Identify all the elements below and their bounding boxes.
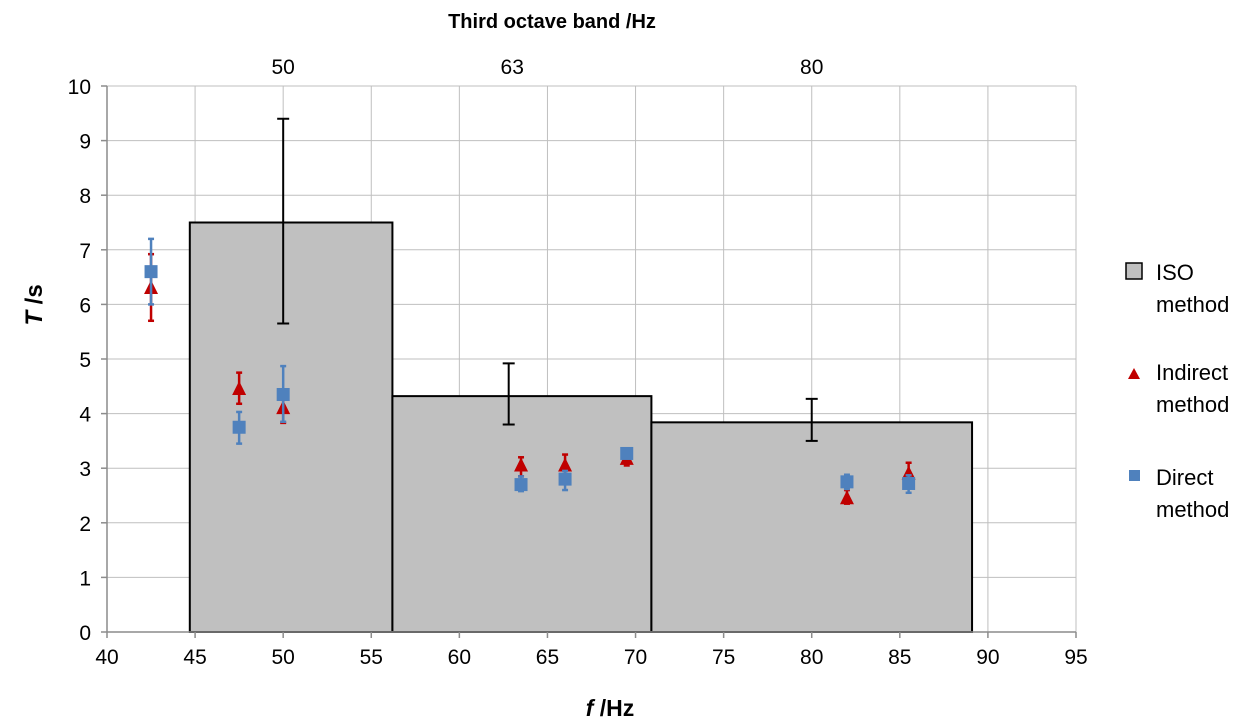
top-tick-label: 80: [800, 56, 823, 79]
x-axis-unit: /Hz: [593, 695, 634, 721]
x-tick-label: 60: [448, 646, 471, 669]
legend-marker-indirect: [1128, 368, 1140, 379]
x-tick-label: 65: [536, 646, 559, 669]
x-tick-label: 95: [1064, 646, 1087, 669]
direct-point: [840, 475, 854, 489]
direct-point: [144, 265, 158, 279]
top-tick-label: 50: [272, 56, 295, 79]
y-tick-label: 5: [79, 349, 91, 372]
direct-point: [514, 478, 528, 492]
legend-marker-direct: [1129, 470, 1140, 481]
direct-point: [558, 472, 572, 486]
x-tick-label: 85: [888, 646, 911, 669]
x-axis-title: f /Hz: [586, 695, 635, 721]
direct-point: [232, 420, 246, 434]
y-tick-label: 10: [68, 76, 91, 99]
direct-point: [276, 387, 290, 401]
x-tick-label: 90: [976, 646, 999, 669]
x-tick-label: 80: [800, 646, 823, 669]
legend-item-indirect: Indirect method: [1128, 360, 1229, 417]
top-axis-title: Third octave band /Hz: [448, 11, 656, 33]
y-tick-label: 2: [79, 513, 91, 536]
x-tick-label: 70: [624, 646, 647, 669]
y-tick-label: 8: [79, 185, 91, 208]
x-tick-label: 45: [183, 646, 206, 669]
y-axis-unit: /s: [21, 284, 48, 311]
x-tick-label: 50: [272, 646, 295, 669]
legend-label-indirect-line2: method: [1156, 392, 1229, 417]
direct-point: [902, 476, 916, 490]
iso-bar-63: [391, 395, 653, 633]
x-tick-label: 75: [712, 646, 735, 669]
x-axis-symbol: f: [586, 695, 596, 721]
y-axis-title: T /s: [21, 284, 48, 325]
iso-bar-80: [650, 421, 974, 633]
indirect-point: [232, 381, 247, 396]
indirect-point: [514, 457, 529, 472]
y-axis-symbol: T: [21, 309, 48, 326]
data-points: [144, 237, 916, 505]
y-tick-label: 0: [79, 622, 91, 645]
legend-label-direct-line1: Direct: [1156, 465, 1213, 490]
indirect-point: [901, 465, 916, 480]
indirect-point: [558, 457, 573, 472]
iso-bars: [188, 117, 974, 633]
y-tick-label: 9: [79, 131, 91, 154]
top-tick-label: 63: [501, 56, 524, 79]
legend-item-iso: ISO method: [1125, 260, 1229, 317]
y-tick-label: 7: [79, 240, 91, 263]
y-tick-label: 4: [79, 404, 91, 427]
direct-point: [620, 446, 634, 460]
x-tick-label: 55: [360, 646, 383, 669]
legend-label-direct-line2: method: [1156, 497, 1229, 522]
iso-bar-50: [188, 221, 394, 633]
legend-label-indirect-line1: Indirect: [1156, 360, 1228, 385]
legend-item-direct: Direct method: [1129, 465, 1229, 522]
legend: ISO method Indirect method Direct method: [1125, 260, 1229, 522]
legend-label-iso-line2: method: [1156, 292, 1229, 317]
y-tick-label: 1: [79, 567, 91, 590]
legend-marker-iso: [1125, 262, 1143, 280]
indirect-point: [839, 490, 854, 505]
y-tick-label: 3: [79, 458, 91, 481]
legend-label-iso-line1: ISO: [1156, 260, 1194, 285]
y-tick-label: 6: [79, 294, 91, 317]
x-tick-label: 40: [95, 646, 118, 669]
